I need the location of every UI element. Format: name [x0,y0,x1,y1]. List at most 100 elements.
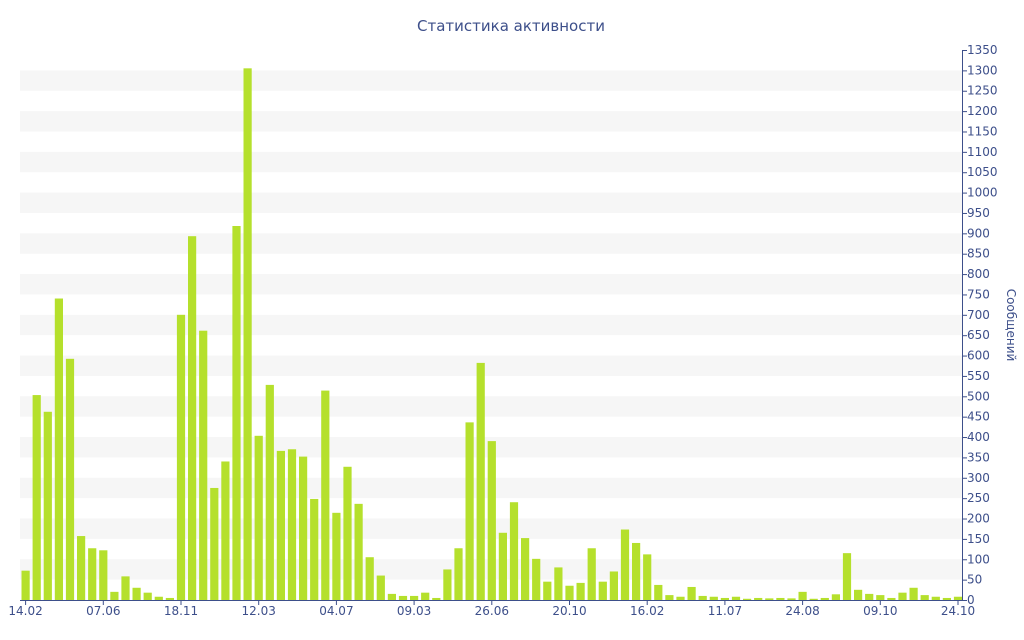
bar [620,529,630,600]
bar [65,358,75,600]
bar [410,595,419,600]
grid-band [20,111,962,132]
bar [265,384,274,600]
y-tick-label: 800 [967,267,990,281]
y-axis-ticks: 0 50 100 150 200 250 300 350 400 450 500 550 600 650 7… [962,43,998,607]
bar [88,548,97,600]
bar [143,592,152,600]
bar [953,596,963,600]
bar [398,595,408,600]
bar [842,553,852,600]
grid-band [20,233,962,254]
x-tick-label: 09.10 [863,604,897,618]
bar [676,596,685,600]
bar [876,595,885,600]
bar [132,587,141,600]
bar [665,595,674,600]
bar [432,597,441,600]
bar [321,390,330,600]
bar [476,362,485,600]
x-tick-label: 04.07 [319,604,353,618]
bar [787,598,796,600]
bar [887,597,896,600]
y-tick-label: 1050 [967,165,998,179]
bar [232,226,241,600]
y-tick-label: 450 [967,410,990,424]
bar [343,466,352,600]
y-tick-label: 500 [967,389,990,403]
y-tick-label: 1300 [967,63,998,77]
bar [77,536,86,600]
x-axis-ticks: 14.02 07.06 18.11 12.03 04.07 09.03 26.06 20.10… [8,600,975,618]
bar [99,550,108,600]
bar [32,395,41,600]
y-tick-label: 1150 [967,124,998,138]
y-tick-label: 150 [967,532,990,546]
y-tick-label: 100 [967,552,990,566]
y-tick-label: 1100 [967,145,998,159]
y-tick-label: 550 [967,369,990,383]
bar [421,592,430,600]
bar [743,598,752,600]
bar [188,236,197,600]
y-tick-label: 750 [967,287,990,301]
y-tick-label: 200 [967,512,990,526]
bar [287,449,297,600]
bar [21,570,30,600]
bar [254,435,263,600]
grid-band [20,70,962,91]
bar [609,571,618,600]
bar [920,595,929,600]
x-tick-label: 11.07 [708,604,742,618]
grid-band [20,274,962,295]
bar [820,597,829,600]
y-tick-label: 1250 [967,84,998,98]
bar [221,461,230,600]
x-tick-label: 20.10 [552,604,586,618]
bar [532,558,541,600]
bar [598,581,607,600]
x-tick-label: 14.02 [8,604,42,618]
bar [809,598,818,600]
bar [865,593,874,600]
y-tick-label: 850 [967,247,990,261]
x-tick-label: 09.03 [397,604,431,618]
bar [243,68,252,600]
axes [20,50,963,601]
bar [698,595,707,600]
bar [576,582,585,600]
bar [731,596,741,600]
bar [854,589,863,600]
x-tick-label: 24.10 [941,604,975,618]
y-tick-label: 400 [967,430,990,444]
x-tick-label: 16.02 [630,604,664,618]
bar [454,548,463,600]
bar [543,581,552,600]
bar [898,592,907,600]
bar [776,597,785,600]
bar [509,502,519,600]
bar [831,594,840,600]
y-tick-label: 650 [967,328,990,342]
y-tick-label: 700 [967,308,990,322]
x-tick-label: 12.03 [242,604,276,618]
bar [176,314,186,600]
bar [754,597,763,600]
bar [554,567,563,600]
bar [121,576,130,600]
grid-band [20,396,962,417]
y-tick-label: 250 [967,491,990,505]
bar [354,503,363,600]
bar [587,548,596,600]
bar [487,441,496,600]
y-tick-label: 300 [967,471,990,485]
y-tick-label: 1200 [967,104,998,118]
bar [165,597,174,600]
bar [654,584,663,600]
bar [365,557,374,600]
y-tick-label: 600 [967,349,990,363]
bar [465,422,474,600]
bar [498,532,507,600]
